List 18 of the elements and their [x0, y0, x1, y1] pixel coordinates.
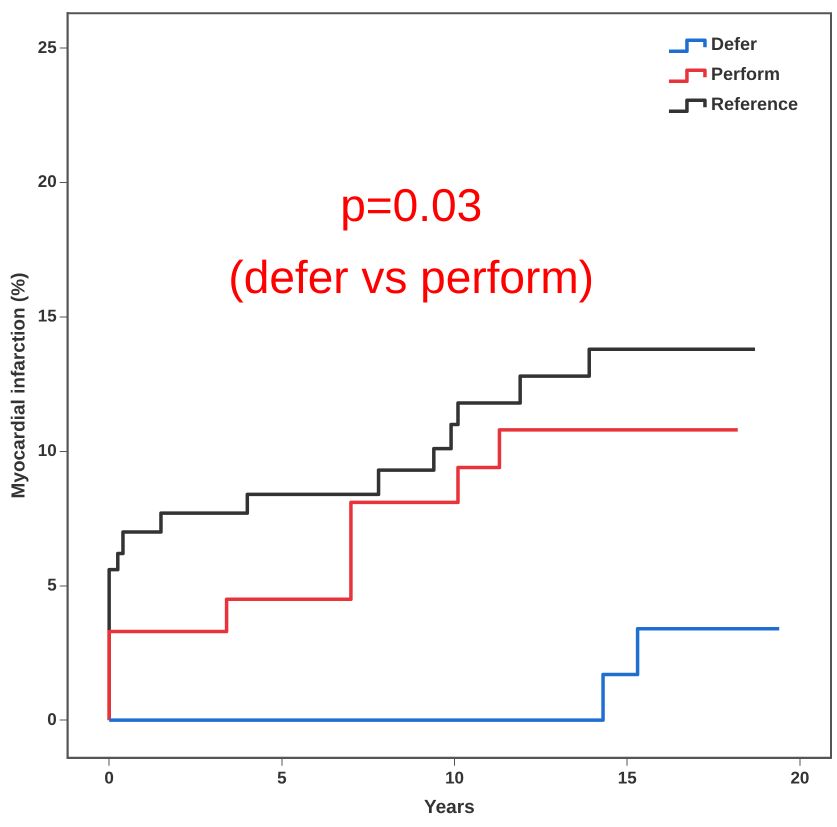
y-tick-label: 0 [47, 710, 57, 729]
legend-label: Defer [710, 34, 757, 54]
x-axis-title: Years [424, 796, 475, 818]
y-tick-label: 20 [38, 172, 57, 192]
x-tick-label: 10 [445, 768, 464, 788]
legend-label: Reference [710, 94, 798, 114]
y-tick-label: 15 [38, 306, 57, 326]
annotation: (defer vs perform) [228, 250, 594, 303]
x-tick-label: 20 [790, 768, 810, 788]
x-tick-label: 5 [277, 768, 287, 788]
y-tick-label: 25 [38, 38, 57, 57]
y-axis-title: Myocardial infarction (%) [8, 272, 30, 498]
y-tick-label: 10 [38, 441, 57, 460]
x-tick-label: 15 [618, 768, 637, 788]
legend-label: Perform [710, 64, 780, 84]
annotation: p=0.03 [340, 178, 482, 231]
y-tick-label: 5 [47, 575, 57, 594]
x-tick-label: 0 [104, 768, 114, 788]
